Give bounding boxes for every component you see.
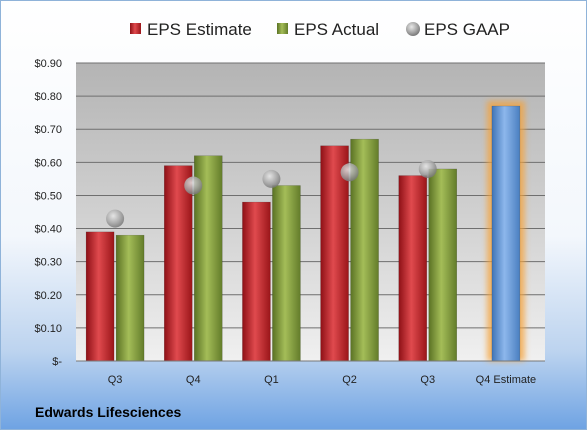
- y-tick-label: $0.30: [34, 257, 62, 269]
- eps-gaap-point: [418, 159, 437, 178]
- legend-label: EPS GAAP: [424, 20, 510, 39]
- legend: EPS Estimate EPS Actual EPS GAAP: [130, 20, 510, 39]
- eps-gaap-point: [106, 209, 125, 228]
- eps-estimate-bar: [85, 231, 115, 362]
- grid-lines: [76, 62, 545, 329]
- eps-gaap-point: [340, 163, 359, 182]
- eps-actual-bar: [115, 234, 145, 362]
- x-tick-label: Q4: [186, 374, 201, 386]
- x-tick-label: Q3: [108, 374, 123, 386]
- y-tick-label: $0.20: [34, 290, 62, 302]
- y-tick-label: $0.50: [34, 190, 62, 202]
- company-name: Edwards Lifesciences: [35, 404, 182, 420]
- eps-actual-bar: [428, 168, 457, 362]
- legend-eps-estimate: EPS Estimate: [130, 20, 252, 39]
- legend-label: EPS Estimate: [147, 20, 252, 39]
- x-tick-label: Q3: [420, 374, 435, 386]
- eps-gaap-point: [184, 176, 203, 195]
- y-axis-ticks: $- $0.10 $0.20 $0.30 $0.40 $0.50 $0.60 $0.70 $0.…: [34, 58, 62, 368]
- x-tick-label: Q2: [342, 374, 357, 386]
- legend-label: EPS Actual: [294, 20, 379, 39]
- eps-estimate-bar: [242, 201, 271, 362]
- plot-area: [76, 63, 545, 361]
- legend-eps-actual: EPS Actual: [277, 20, 379, 39]
- legend-eps-gaap: EPS GAAP: [406, 20, 510, 39]
- y-tick-label: $0.60: [34, 157, 62, 169]
- bars: [85, 101, 525, 362]
- eps-estimate-bar: [398, 175, 427, 362]
- eps-estimate-bar: [320, 145, 349, 362]
- y-tick-label: $0.10: [34, 323, 62, 335]
- eps-actual-bar: [272, 185, 301, 362]
- y-tick-label: $0.90: [34, 58, 62, 70]
- x-tick-label: Q1: [264, 374, 279, 386]
- x-tick-label: Q4 Estimate: [476, 374, 537, 386]
- q4-estimate-bar: [491, 105, 521, 362]
- y-tick-label: $0.80: [34, 91, 62, 103]
- y-tick-label: $0.40: [34, 224, 62, 236]
- eps-estimate-bar: [164, 165, 193, 362]
- legend-marker: [406, 22, 420, 36]
- legend-marker: [277, 23, 288, 34]
- y-tick-label: $-: [52, 356, 62, 368]
- x-axis-ticks: Q3 Q4 Q1 Q2 Q3 Q4 Estimate: [108, 374, 536, 386]
- eps-gaap-point: [262, 169, 281, 188]
- y-tick-label: $0.70: [34, 124, 62, 136]
- legend-marker: [130, 23, 141, 34]
- gaap-points: [106, 159, 437, 228]
